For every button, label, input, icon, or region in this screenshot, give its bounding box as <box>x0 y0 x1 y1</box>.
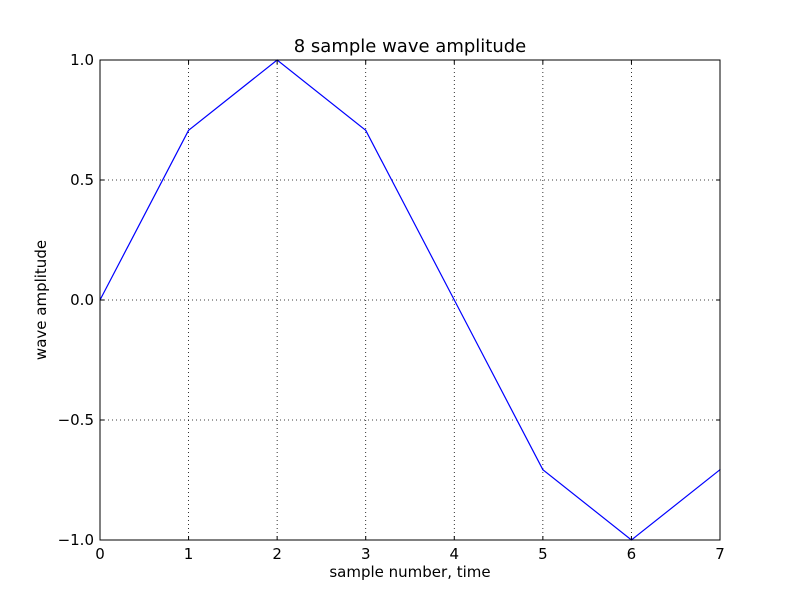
x-tick-label: 2 <box>272 545 282 563</box>
x-tick-label: 0 <box>95 545 105 563</box>
y-tick-label: 0.0 <box>70 291 94 309</box>
data-point <box>453 299 455 301</box>
data-point <box>365 129 367 131</box>
x-tick-label: 3 <box>361 545 371 563</box>
y-tick-label: 1.0 <box>70 51 94 69</box>
y-axis-title: wave amplitude <box>32 240 50 360</box>
x-tick-label: 6 <box>627 545 637 563</box>
y-tick-label: −0.5 <box>58 411 94 429</box>
y-tick-labels: −1.0 −0.5 0.0 0.5 1.0 <box>58 51 94 549</box>
x-tick-label: 7 <box>715 545 725 563</box>
x-axis-title: sample number, time <box>329 563 490 581</box>
data-point <box>187 129 190 131</box>
grid <box>100 60 720 540</box>
series-line <box>99 59 721 541</box>
chart-title: 8 sample wave amplitude <box>294 36 527 57</box>
x-tick-labels: 0 1 2 3 4 5 6 7 <box>95 545 725 563</box>
tick-marks <box>99 59 721 541</box>
y-tick-label: 0.5 <box>70 171 94 189</box>
x-tick-label: 1 <box>184 545 194 563</box>
y-tick-label: −1.0 <box>58 531 94 549</box>
data-point <box>542 469 544 471</box>
x-tick-label: 5 <box>538 545 548 563</box>
x-tick-label: 4 <box>450 545 460 563</box>
